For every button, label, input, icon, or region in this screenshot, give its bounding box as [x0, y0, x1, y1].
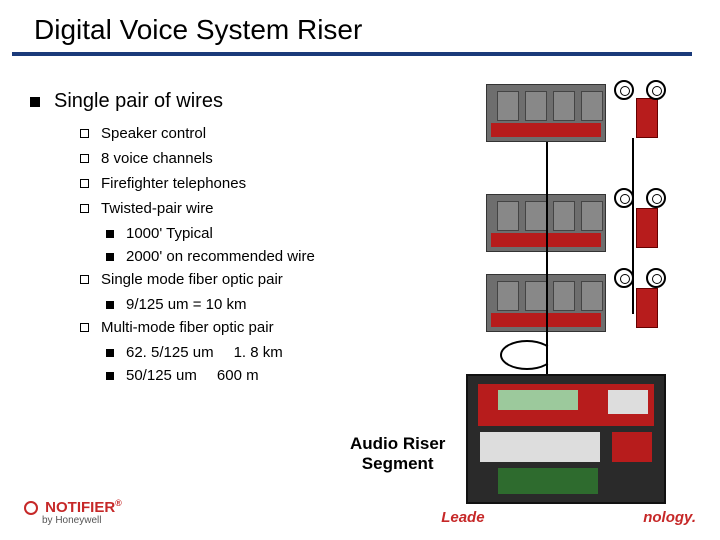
sub-bullet-text: Multi-mode fiber optic pair [101, 319, 274, 336]
riser-wire [632, 138, 634, 314]
panel-buttons [608, 390, 648, 414]
square-bullet-icon [106, 253, 114, 261]
hollow-square-icon [80, 204, 89, 213]
sub-bullet-list: Speaker control 8 voice channels Firefight… [80, 125, 430, 384]
sub-bullet-text: Twisted-pair wire [101, 200, 214, 217]
sub-sub-list: 62. 5/125 um 1. 8 km 50/125 um 600 m [106, 344, 430, 384]
sub-bullet: Multi-mode fiber optic pair [80, 319, 430, 336]
l3-label: 62. 5/125 um [126, 344, 214, 361]
wire-loop-icon [500, 340, 554, 370]
sub-sub-list: 1000' Typical 2000' on recommended wire [106, 225, 430, 265]
bullet-main-text: Single pair of wires [54, 90, 223, 113]
l3-value: 600 m [217, 367, 259, 384]
sub-bullet: 8 voice channels [80, 150, 430, 167]
speaker-ring-icon [646, 268, 666, 288]
slide-title: Digital Voice System Riser [12, 0, 692, 56]
sub-sub-list: 9/125 um = 10 km [106, 296, 430, 313]
main-control-panel [466, 374, 666, 504]
speaker-ring-icon [614, 188, 634, 208]
footer-tagline: Leade rs in Life Safety Tech nology. [441, 509, 696, 526]
l3-value: 1. 8 km [234, 344, 283, 361]
hollow-square-icon [80, 154, 89, 163]
speaker-ring-icon [614, 268, 634, 288]
pull-station [636, 98, 658, 138]
square-bullet-icon [106, 372, 114, 380]
sub-bullet-text: 8 voice channels [101, 150, 213, 167]
sub-bullet: Speaker control [80, 125, 430, 142]
panel-lcd [498, 390, 578, 410]
speaker-ring-icon [646, 188, 666, 208]
hollow-square-icon [80, 323, 89, 332]
speaker-ring-icon [614, 80, 634, 100]
sub-sub-bullet: 62. 5/125 um 1. 8 km [106, 344, 430, 361]
bullet-main: Single pair of wires [30, 90, 430, 113]
hollow-square-icon [80, 179, 89, 188]
riser-segment-label: Audio Riser Segment [350, 434, 445, 473]
l3-label: 9/125 um = 10 km [126, 296, 246, 313]
hollow-square-icon [80, 275, 89, 284]
panel-mid-module [480, 432, 600, 462]
square-bullet-icon [30, 97, 40, 107]
sub-bullet-text: Speaker control [101, 125, 206, 142]
notifier-icon [24, 501, 38, 515]
sub-bullet: Firefighter telephones [80, 175, 430, 192]
pull-station [636, 208, 658, 248]
sub-bullet-text: Firefighter telephones [101, 175, 246, 192]
speaker-ring-icon [646, 80, 666, 100]
square-bullet-icon [106, 230, 114, 238]
brand-name: NOTIFIER® [24, 499, 122, 516]
content-area: Single pair of wires Speaker control 8 vo… [30, 90, 430, 390]
square-bullet-icon [106, 349, 114, 357]
footer-logo: NOTIFIER® by Honeywell [24, 498, 122, 526]
l3-label: 50/125 um [126, 367, 197, 384]
hollow-square-icon [80, 129, 89, 138]
sub-bullet: Twisted-pair wire [80, 200, 430, 217]
brand-byline: by Honeywell [42, 515, 122, 526]
sub-sub-bullet: 50/125 um 600 m [106, 367, 430, 384]
l3-label: 2000' on recommended wire [126, 248, 315, 265]
square-bullet-icon [106, 301, 114, 309]
sub-sub-bullet: 1000' Typical [106, 225, 430, 242]
sub-sub-bullet: 2000' on recommended wire [106, 248, 430, 265]
sub-bullet-text: Single mode fiber optic pair [101, 271, 283, 288]
panel-side-module [612, 432, 652, 462]
sub-sub-bullet: 9/125 um = 10 km [106, 296, 430, 313]
riser-diagram [436, 84, 696, 504]
sub-bullet: Single mode fiber optic pair [80, 271, 430, 288]
panel-circuit-board [498, 468, 598, 494]
l3-label: 1000' Typical [126, 225, 213, 242]
pull-station [636, 288, 658, 328]
amplifier-unit [486, 84, 606, 142]
